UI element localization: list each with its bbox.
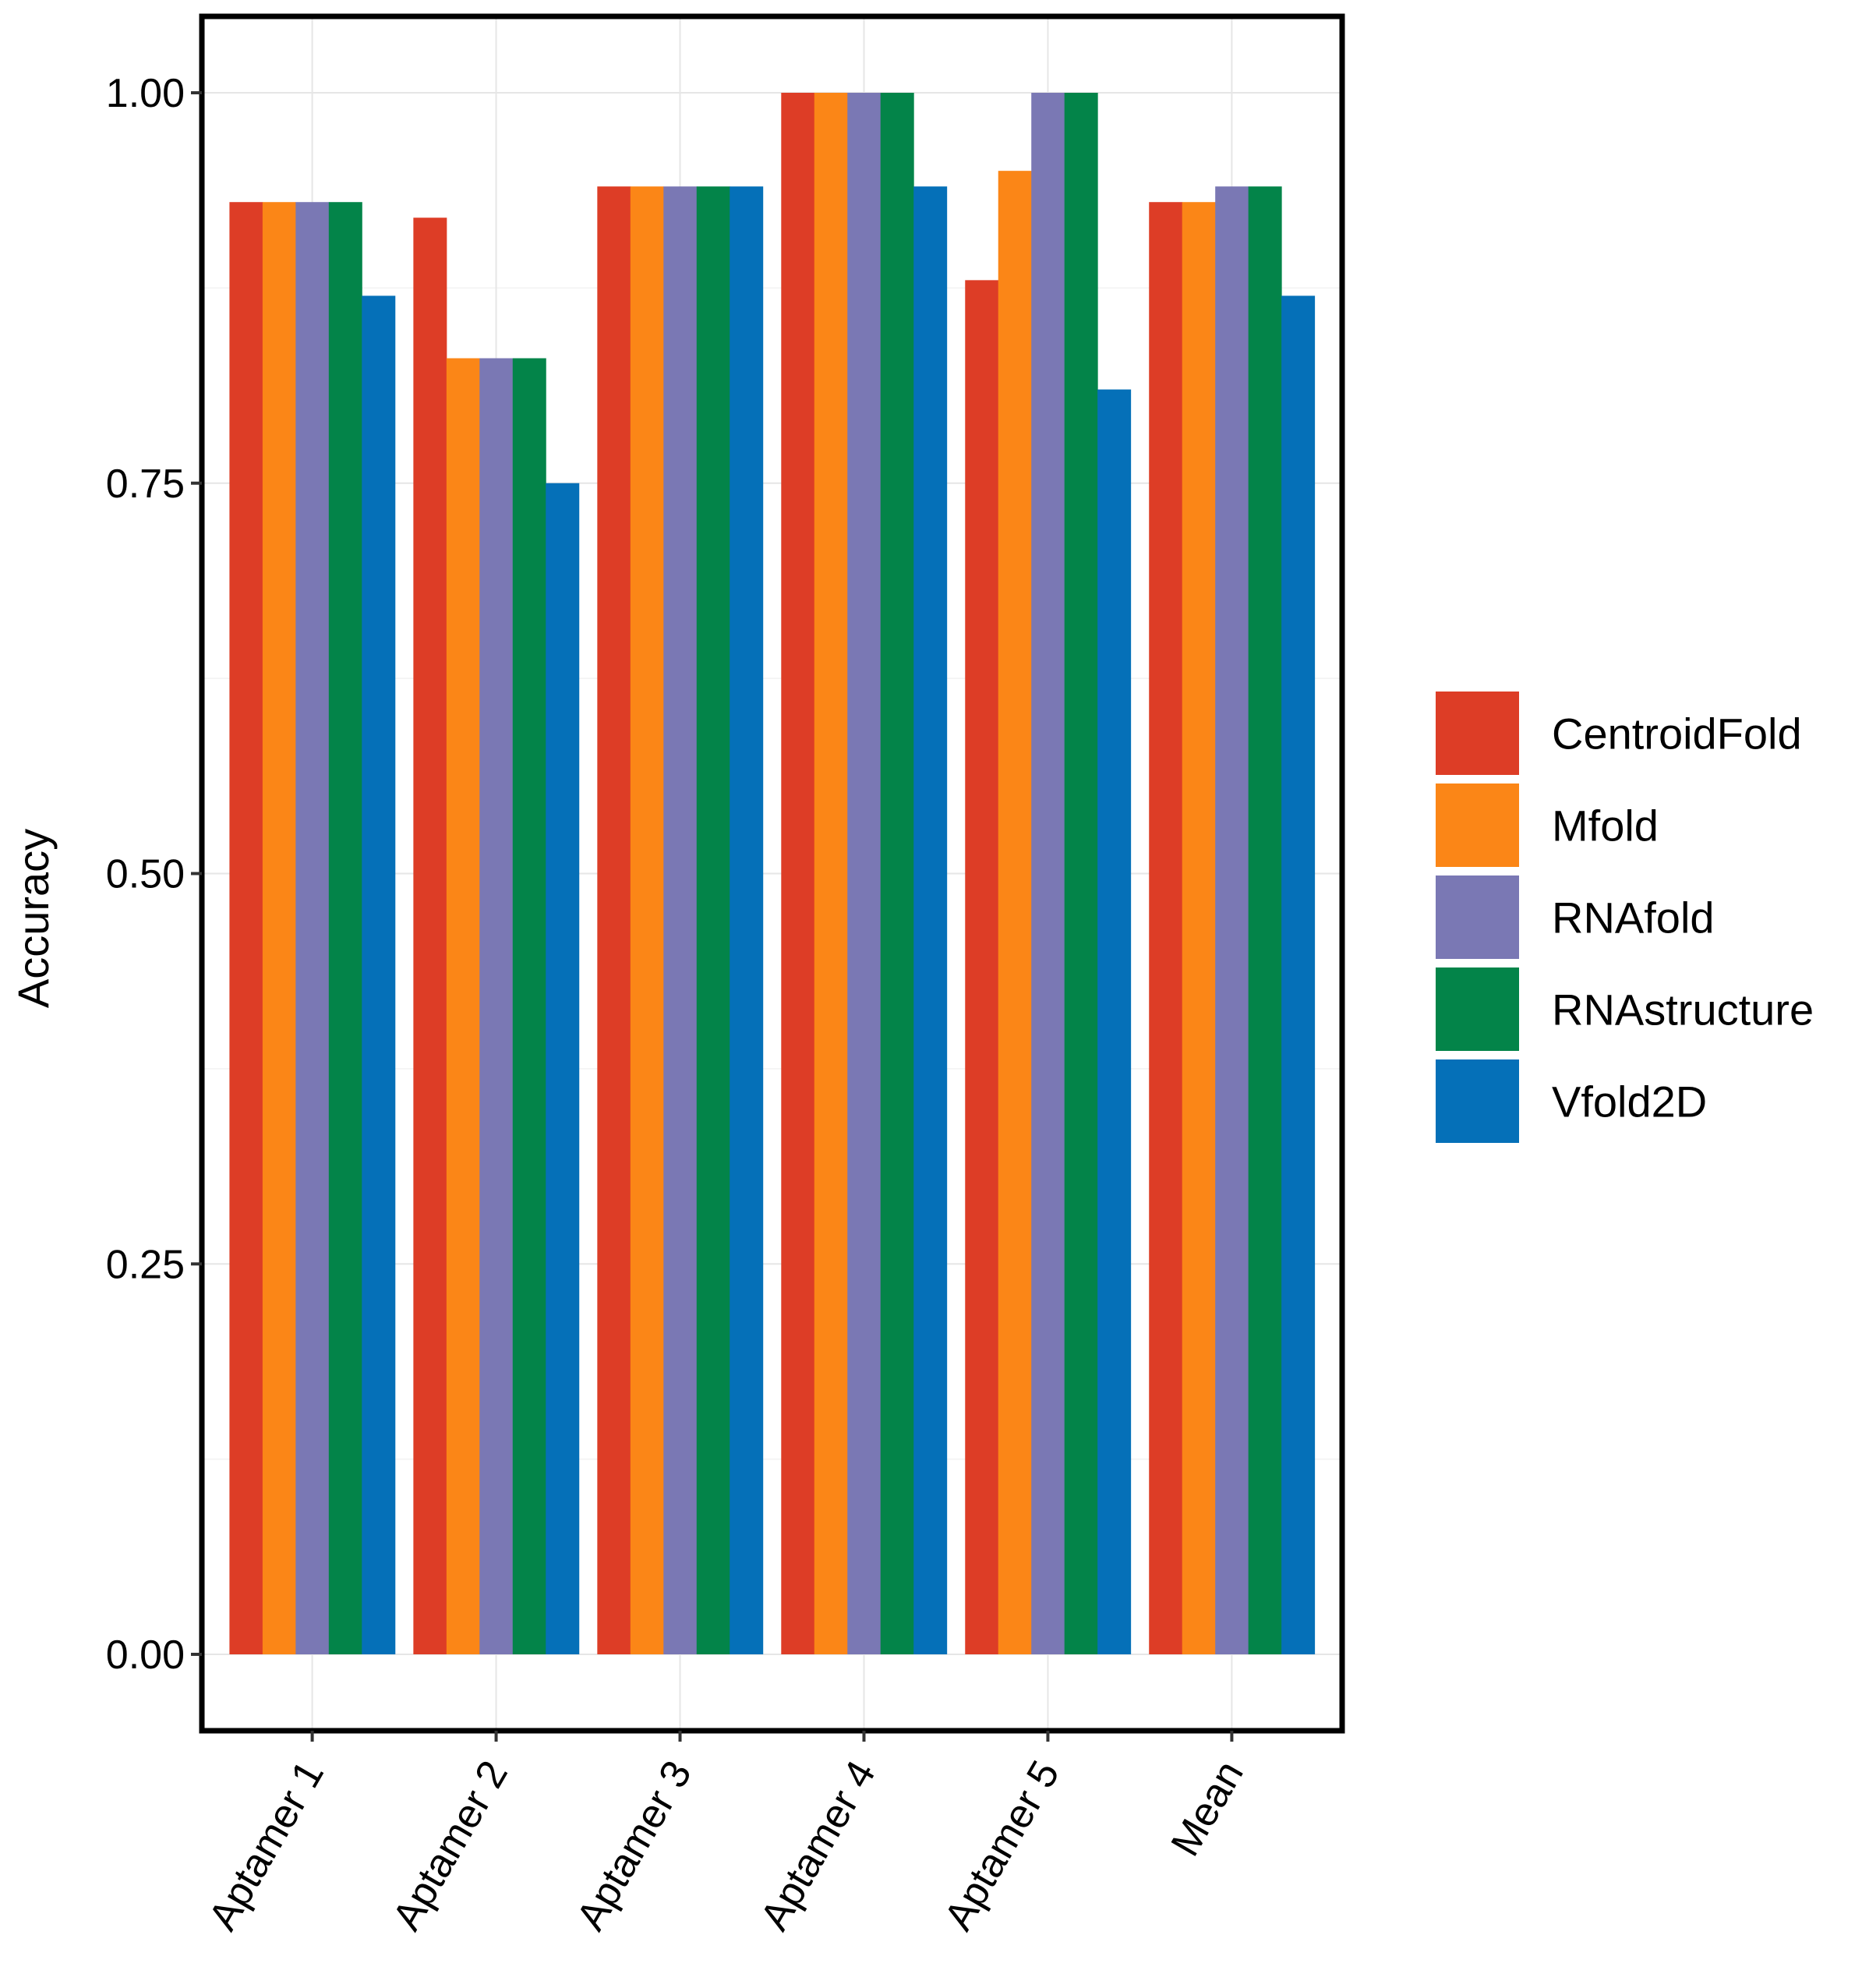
- bar-rnafold-aptamer-1: [295, 202, 330, 1655]
- y-tick-label: 0.50: [106, 852, 185, 897]
- bar-mfold-aptamer-3: [630, 186, 664, 1655]
- bar-vfold2d-aptamer-5: [1097, 389, 1132, 1654]
- x-tick-label: Aptamer 2: [384, 1753, 517, 1938]
- x-tick-label: Aptamer 5: [936, 1753, 1069, 1938]
- legend-label-mfold: Mfold: [1552, 801, 1659, 851]
- bar-rnafold-aptamer-5: [1031, 93, 1065, 1654]
- bar-vfold2d-mean: [1281, 295, 1316, 1654]
- bar-rnastructure-aptamer-4: [880, 93, 914, 1654]
- x-tick-label: Aptamer 4: [752, 1753, 885, 1938]
- y-tick-label: 0.75: [106, 462, 185, 507]
- bar-rnastructure-mean: [1248, 186, 1282, 1655]
- y-tick-label: 0.25: [106, 1242, 185, 1287]
- bar-rnastructure-aptamer-2: [512, 358, 546, 1654]
- bar-rnafold-aptamer-2: [479, 358, 514, 1654]
- bar-vfold2d-aptamer-1: [362, 295, 396, 1654]
- bar-rnastructure-aptamer-5: [1064, 93, 1098, 1654]
- bar-rnafold-aptamer-3: [663, 186, 698, 1655]
- bar-vfold2d-aptamer-4: [913, 186, 948, 1655]
- y-tick-label: 1.00: [106, 71, 185, 116]
- legend-key-mfold: [1436, 784, 1519, 867]
- legend-label-rnastructure: RNAstructure: [1552, 985, 1814, 1035]
- bar-mfold-aptamer-5: [998, 171, 1032, 1654]
- x-tick-label: Aptamer 1: [200, 1753, 333, 1938]
- legend-label-rnafold: RNAfold: [1552, 893, 1715, 943]
- bar-mfold-aptamer-2: [446, 358, 480, 1654]
- bar-mfold-aptamer-1: [262, 202, 296, 1655]
- y-axis-title: Accuracy: [9, 829, 58, 1008]
- bar-mfold-mean: [1182, 202, 1216, 1655]
- x-tick-label: Mean: [1163, 1753, 1253, 1864]
- legend-key-rnastructure: [1436, 967, 1519, 1051]
- bar-vfold2d-aptamer-3: [730, 186, 764, 1655]
- bar-centroidfold-aptamer-1: [229, 202, 263, 1655]
- bar-rnafold-mean: [1215, 186, 1249, 1655]
- legend-key-centroidfold: [1436, 692, 1519, 775]
- bar-rnastructure-aptamer-1: [328, 202, 362, 1655]
- bar-mfold-aptamer-4: [814, 93, 848, 1654]
- legend-label-vfold2d: Vfold2D: [1552, 1077, 1707, 1127]
- bar-vfold2d-aptamer-2: [546, 483, 580, 1654]
- bar-centroidfold-aptamer-3: [597, 186, 631, 1655]
- x-tick-label: Aptamer 3: [568, 1753, 701, 1938]
- bar-centroidfold-aptamer-4: [781, 93, 815, 1654]
- legend-key-vfold2d: [1436, 1059, 1519, 1143]
- bars: [229, 93, 1316, 1655]
- y-tick-label: 0.00: [106, 1632, 185, 1678]
- legend-key-rnafold: [1436, 875, 1519, 959]
- legend-label-centroidfold: CentroidFold: [1552, 709, 1802, 759]
- bar-centroidfold-aptamer-5: [965, 280, 999, 1654]
- bar-centroidfold-mean: [1149, 202, 1183, 1655]
- bar-centroidfold-aptamer-2: [413, 218, 447, 1654]
- bar-rnafold-aptamer-4: [847, 93, 882, 1654]
- legend: CentroidFold Mfold RNAfold RNAstructure Vfol…: [1436, 692, 1814, 1143]
- bar-rnastructure-aptamer-3: [696, 186, 730, 1655]
